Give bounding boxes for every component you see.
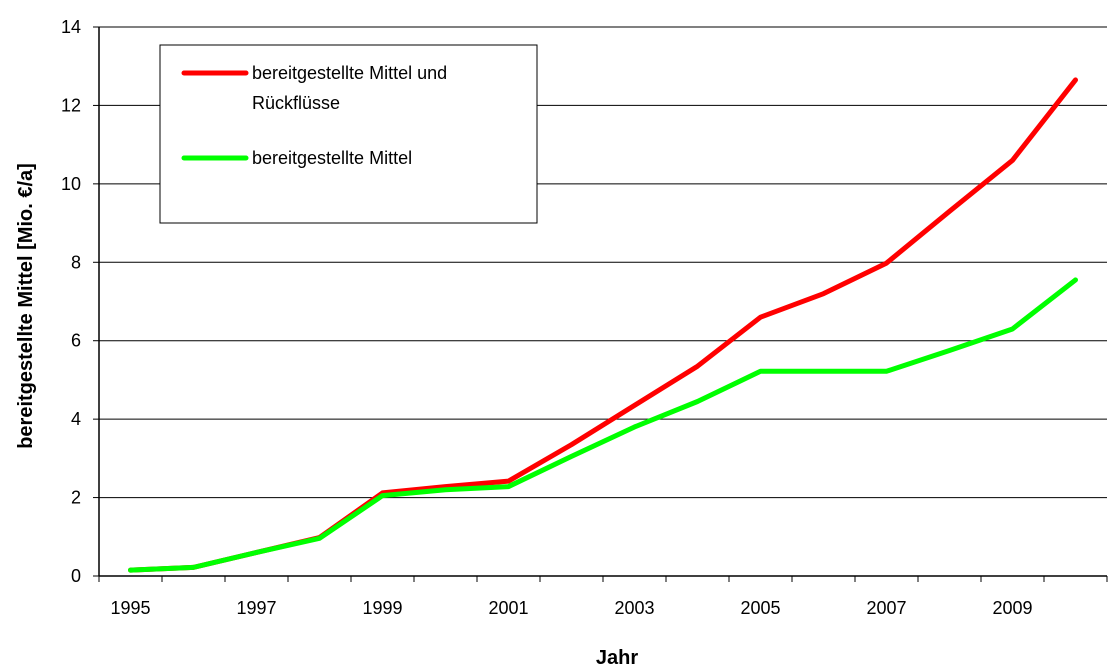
- legend-label: Rückflüsse: [252, 93, 340, 113]
- x-tick-label: 2001: [488, 598, 528, 618]
- x-tick-label: 1999: [362, 598, 402, 618]
- x-tick-label: 2003: [614, 598, 654, 618]
- x-tick-labels: 1995 1997 1999 2001 2003 2005 2007 2009: [110, 598, 1032, 618]
- y-axis-title: bereitgestellte Mittel [Mio. €/a]: [15, 163, 37, 449]
- y-tick-label: 12: [61, 95, 81, 115]
- legend-label: bereitgestellte Mittel: [252, 148, 412, 168]
- axes: [93, 26, 1108, 582]
- x-tick-label: 2009: [992, 598, 1032, 618]
- x-tick-label: 2005: [740, 598, 780, 618]
- series-line-2: [128, 277, 1078, 573]
- y-tick-label: 10: [61, 174, 81, 194]
- y-tick-label: 0: [71, 566, 81, 586]
- x-tick-label: 1995: [110, 598, 150, 618]
- x-tick-label: 1997: [236, 598, 276, 618]
- x-tick-label: 2007: [866, 598, 906, 618]
- y-tick-label: 8: [71, 252, 81, 272]
- y-tick-label: 2: [71, 488, 81, 508]
- y-tick-labels: 0 2 4 6 8 10 12 14: [61, 17, 81, 586]
- legend: bereitgestellte Mittel und Rückflüsse bere…: [159, 44, 538, 224]
- series-lines: [128, 77, 1078, 573]
- y-tick-label: 6: [71, 331, 81, 351]
- x-axis-title: Jahr: [596, 647, 638, 669]
- y-tick-label: 4: [71, 409, 81, 429]
- legend-label: bereitgestellte Mittel und: [252, 63, 447, 83]
- y-tick-label: 14: [61, 17, 81, 37]
